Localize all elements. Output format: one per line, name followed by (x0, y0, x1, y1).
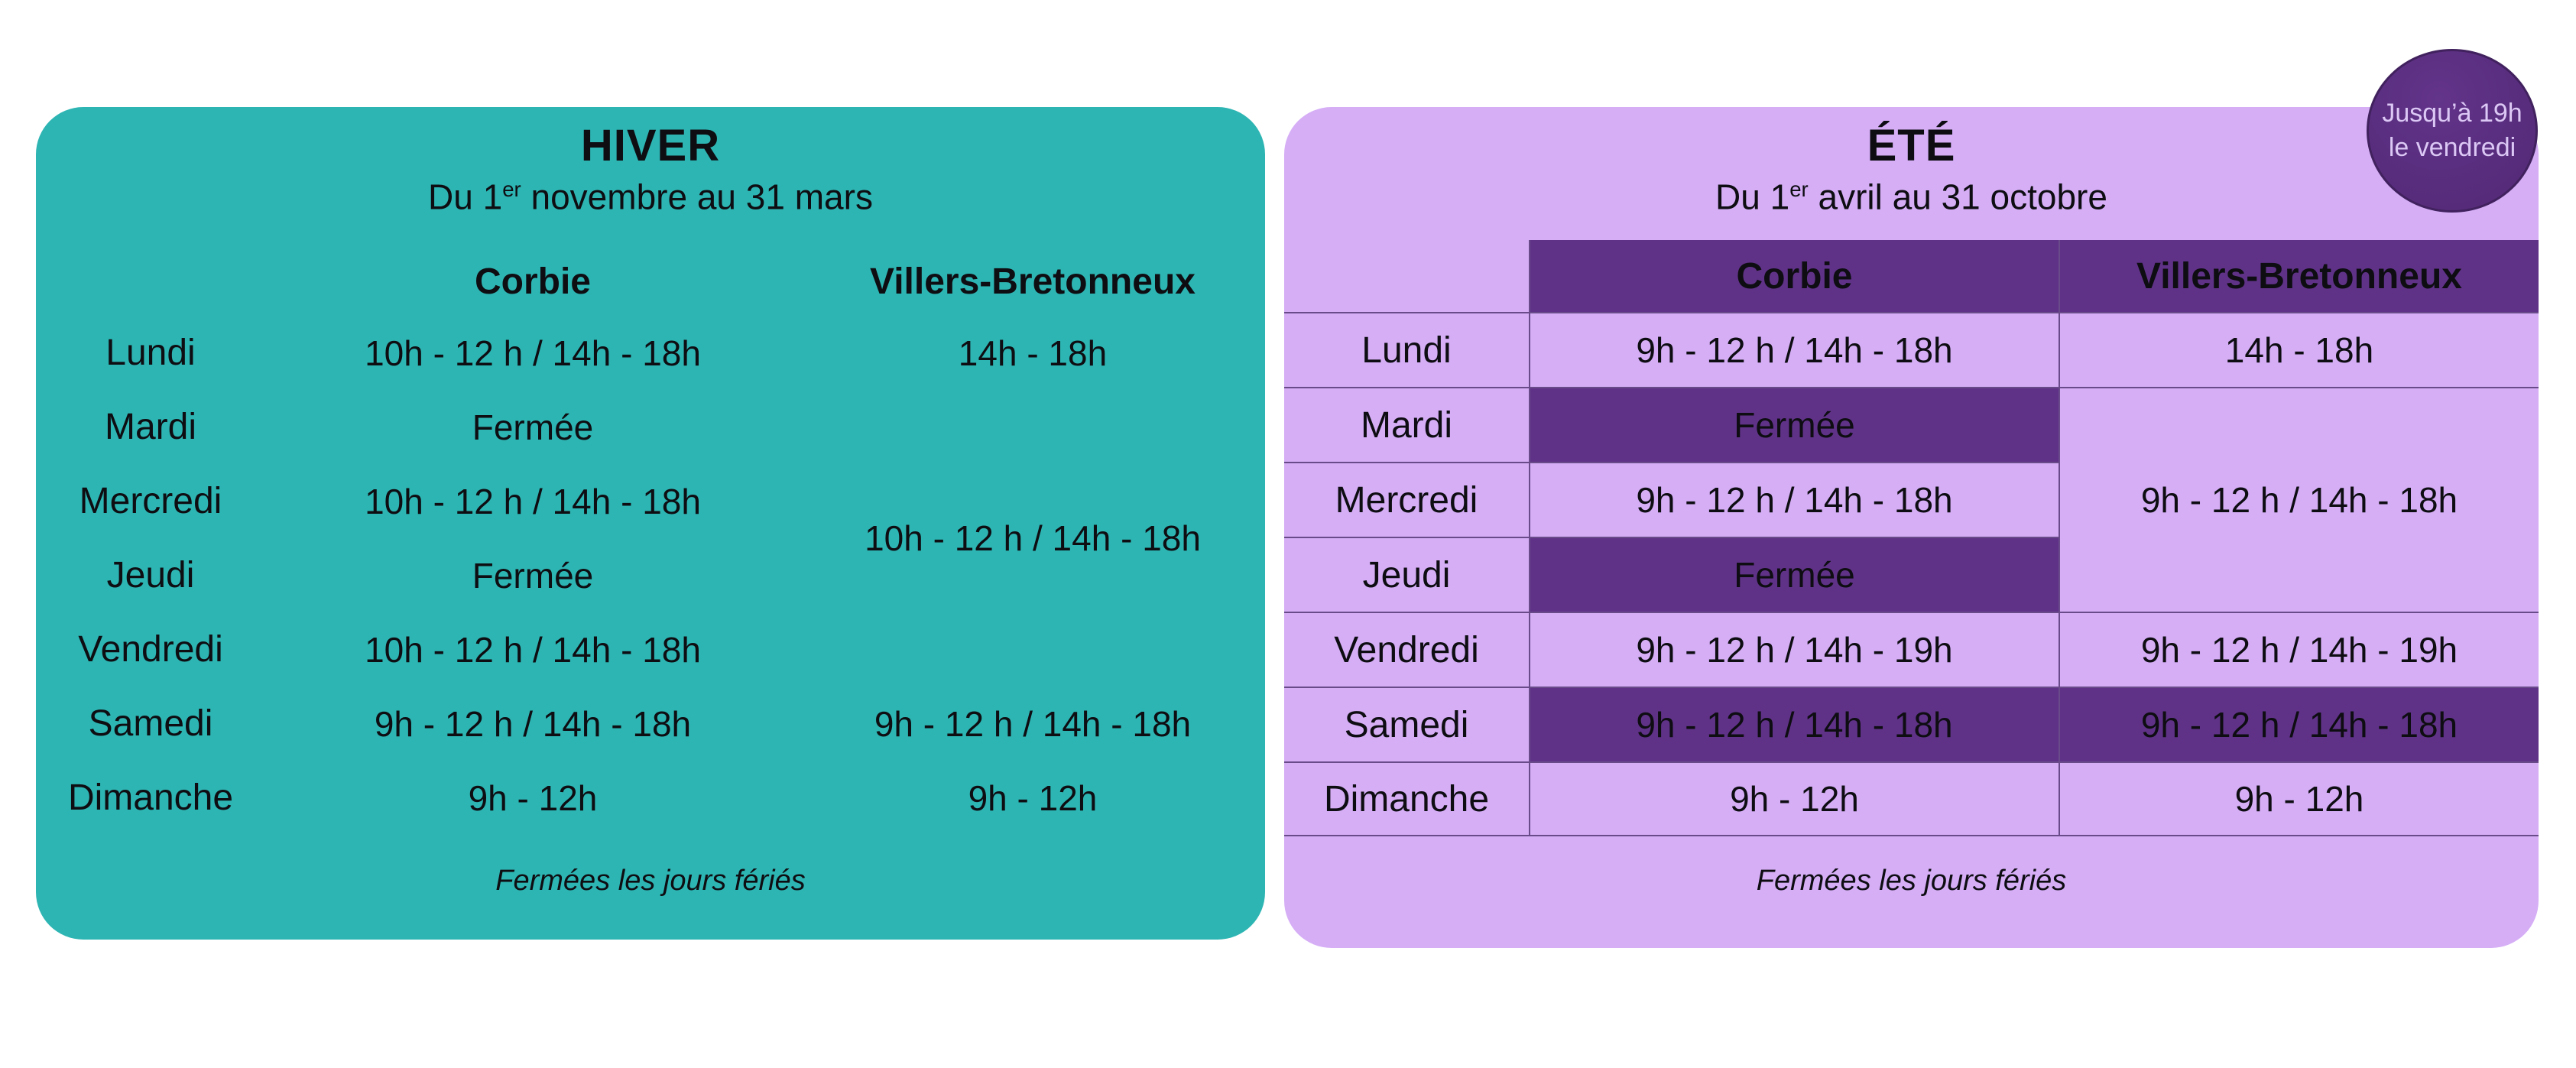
summer-day-samedi: Samedi (1284, 687, 1529, 761)
winter-hours-vb-dimanche: 9h - 12h (968, 777, 1098, 818)
summer-subtitle: Du 1er avril au 31 octobre (1284, 170, 2539, 216)
winter-schedule-table: Corbie Villers-Bretonneux Lundi 10h - 12… (36, 247, 1265, 835)
winter-closed-corbie-mardi: Fermée (472, 407, 594, 447)
summer-closed-corbie-jeudi: Fermée (1529, 537, 2059, 612)
winter-column-header-villers-bretonneux: Villers-Bretonneux (870, 261, 1196, 302)
winter-subtitle-superscript: er (502, 177, 521, 201)
summer-hours-vb-merged-mardi-jeudi: 9h - 12 h / 14h - 18h (2059, 387, 2539, 612)
winter-column-header-corbie: Corbie (474, 261, 591, 302)
summer-closed-corbie-mardi: Fermée (1529, 387, 2059, 462)
winter-day-mercredi: Mercredi (79, 481, 222, 521)
summer-subtitle-prefix: Du 1 (1715, 177, 1790, 217)
summer-hours-corbie-vendredi: 9h - 12 h / 14h - 19h (1529, 612, 2059, 687)
badge-line2: le vendredi (2388, 133, 2516, 162)
winter-hours-corbie-vendredi: 10h - 12 h / 14h - 18h (365, 629, 701, 670)
winter-hours-corbie-lundi: 10h - 12 h / 14h - 18h (365, 333, 701, 373)
winter-hours-corbie-samedi: 9h - 12 h / 14h - 18h (374, 703, 692, 744)
winter-subtitle-prefix: Du 1 (428, 177, 503, 217)
winter-hours-corbie-mercredi: 10h - 12 h / 14h - 18h (365, 481, 701, 521)
winter-panel: HIVER Du 1er novembre au 31 mars Corbie … (36, 107, 1265, 940)
winter-footer-note: Fermées les jours fériés (495, 865, 806, 897)
winter-hours-vb-lundi: 14h - 18h (958, 333, 1108, 373)
winter-hours-vb-merged-mardi-vendredi: 10h - 12 h / 14h - 18h (865, 518, 1201, 558)
summer-subtitle-rest: avril au 31 octobre (1808, 177, 2107, 217)
summer-subtitle-superscript: er (1789, 177, 1809, 201)
summer-column-header-villers-bretonneux: Villers-Bretonneux (2059, 240, 2539, 312)
winter-subtitle-rest: novembre au 31 mars (521, 177, 873, 217)
summer-hours-corbie-mercredi: 9h - 12 h / 14h - 18h (1529, 462, 2059, 537)
summer-day-mercredi: Mercredi (1284, 462, 1529, 537)
friday-late-opening-badge: Jusqu’à 19h le vendredi (2367, 49, 2538, 213)
badge-line1: Jusqu’à 19h (2382, 99, 2522, 128)
summer-schedule-table: Corbie Villers-Bretonneux Lundi 9h - 12 … (1284, 240, 2539, 836)
winter-day-jeudi: Jeudi (106, 555, 195, 596)
summer-footer-note: Fermées les jours fériés (1756, 865, 2067, 897)
summer-hours-vb-samedi: 9h - 12 h / 14h - 18h (2059, 687, 2539, 761)
winter-title: HIVER (580, 121, 721, 170)
summer-column-header-corbie: Corbie (1529, 240, 2059, 312)
winter-closed-corbie-jeudi: Fermée (472, 555, 594, 596)
summer-hours-vb-lundi: 14h - 18h (2059, 312, 2539, 387)
winter-day-samedi: Samedi (88, 703, 213, 744)
summer-hours-corbie-lundi: 9h - 12 h / 14h - 18h (1529, 312, 2059, 387)
summer-day-mardi: Mardi (1284, 387, 1529, 462)
summer-hours-vb-vendredi: 9h - 12 h / 14h - 19h (2059, 612, 2539, 687)
summer-day-dimanche: Dimanche (1284, 761, 1529, 836)
winter-day-vendredi: Vendredi (78, 629, 223, 670)
winter-hours-vb-samedi: 9h - 12 h / 14h - 18h (874, 703, 1192, 744)
winter-day-mardi: Mardi (104, 407, 197, 447)
summer-day-vendredi: Vendredi (1284, 612, 1529, 687)
summer-day-jeudi: Jeudi (1284, 537, 1529, 612)
summer-hours-corbie-samedi: 9h - 12 h / 14h - 18h (1529, 687, 2059, 761)
summer-panel: ÉTÉ Du 1er avril au 31 octobre Corbie Vi… (1284, 107, 2539, 948)
summer-hours-vb-dimanche: 9h - 12h (2059, 761, 2539, 836)
winter-day-dimanche: Dimanche (67, 777, 234, 818)
winter-hours-corbie-dimanche: 9h - 12h (468, 777, 598, 818)
winter-subtitle: Du 1er novembre au 31 mars (36, 170, 1265, 216)
summer-title: ÉTÉ (1867, 121, 1956, 170)
summer-hours-corbie-dimanche: 9h - 12h (1529, 761, 2059, 836)
winter-day-lundi: Lundi (105, 333, 196, 373)
summer-day-lundi: Lundi (1284, 312, 1529, 387)
